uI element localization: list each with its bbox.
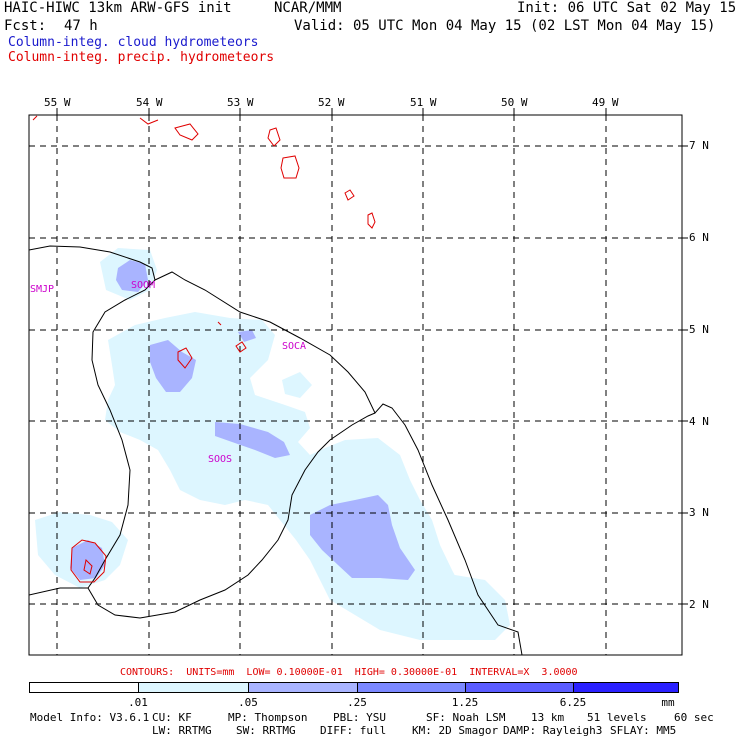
- lat-label-3n: 3 N: [689, 506, 709, 519]
- lon-label-53w: 53 W: [227, 96, 254, 109]
- colorbar-tick-0: .01: [128, 696, 148, 709]
- station-soom: SOOM: [131, 280, 156, 291]
- center-name: NCAR/MMM: [274, 0, 342, 16]
- station-smjp: SMJP: [30, 284, 55, 295]
- field-legend-precip: Column-integ. precip. hydrometeors: [8, 50, 275, 65]
- model-info-mp: MP: Thompson: [228, 711, 308, 724]
- model-info-sw: SW: RRTMG: [236, 724, 296, 737]
- colorbar-cell: [358, 683, 466, 692]
- latlon-grid: [29, 115, 682, 655]
- colorbar-tick-1: .05: [238, 696, 258, 709]
- colorbar-units: mm: [661, 696, 675, 709]
- model-title: HAIC-HIWC 13km ARW-GFS init: [4, 0, 232, 16]
- model-info-timestep: 60 sec: [674, 711, 714, 724]
- map-frame: [28, 114, 683, 656]
- colorbar-cell: [466, 683, 574, 692]
- model-info-pbl: PBL: YSU: [333, 711, 386, 724]
- colorbar-cell: [30, 683, 139, 692]
- model-info-damp: DAMP: Rayleigh3: [503, 724, 603, 737]
- model-info-diff: DIFF: full: [320, 724, 387, 737]
- lon-label-54w: 54 W: [136, 96, 163, 109]
- colorbar-cell: [139, 683, 249, 692]
- colorbar: [29, 682, 679, 693]
- lon-label-50w: 50 W: [501, 96, 528, 109]
- coastline: [29, 245, 523, 655]
- colorbar-cell: [249, 683, 358, 692]
- lat-label-5n: 5 N: [689, 323, 709, 336]
- model-info-sf: SF: Noah LSM: [426, 711, 506, 724]
- model-info-version: Model Info: V3.6.1: [30, 711, 150, 724]
- model-info-resolution: 13 km: [531, 711, 565, 724]
- model-info-sflay: SFLAY: MM5: [610, 724, 677, 737]
- lon-label-49w: 49 W: [592, 96, 619, 109]
- lat-label-6n: 6 N: [689, 231, 709, 244]
- cloud-mid-shading: [70, 260, 415, 580]
- station-soca: SOCA: [282, 341, 307, 352]
- colorbar-tick-3: 1.25: [451, 696, 479, 709]
- model-info-km: KM: 2D Smagor: [412, 724, 499, 737]
- colorbar-cell: [574, 683, 678, 692]
- model-info-levels: 51 levels: [587, 711, 647, 724]
- fcst-hours: 47 h: [64, 18, 98, 34]
- field-legend-cloud: Column-integ. cloud hydrometeors: [8, 35, 259, 50]
- valid-time: Valid: 05 UTC Mon 04 May 15 (02 LST Mon …: [294, 18, 716, 34]
- lon-label-55w: 55 W: [44, 96, 71, 109]
- init-time: Init: 06 UTC Sat 02 May 15: [517, 0, 737, 16]
- lon-label-51w: 51 W: [410, 96, 437, 109]
- precip-contours: [32, 115, 376, 583]
- station-soos: SOOS: [208, 454, 233, 465]
- contours-info: CONTOURS: UNITS=mm LOW= 0.10000E-01 HIGH…: [120, 667, 578, 678]
- colorbar-tick-4: 6.25: [559, 696, 587, 709]
- lat-label-2n: 2 N: [689, 598, 709, 611]
- fcst-label: Fcst:: [4, 18, 47, 34]
- lat-tick-marks: [682, 145, 688, 605]
- colorbar-tick-2: .25: [347, 696, 367, 709]
- lat-label-7n: 7 N: [689, 139, 709, 152]
- lat-label-4n: 4 N: [689, 415, 709, 428]
- lon-tick-marks: [56, 108, 607, 115]
- model-info-cu: CU: KF: [152, 711, 192, 724]
- model-info-lw: LW: RRTMG: [152, 724, 212, 737]
- lon-label-52w: 52 W: [318, 96, 345, 109]
- map-plot-area: [29, 115, 682, 655]
